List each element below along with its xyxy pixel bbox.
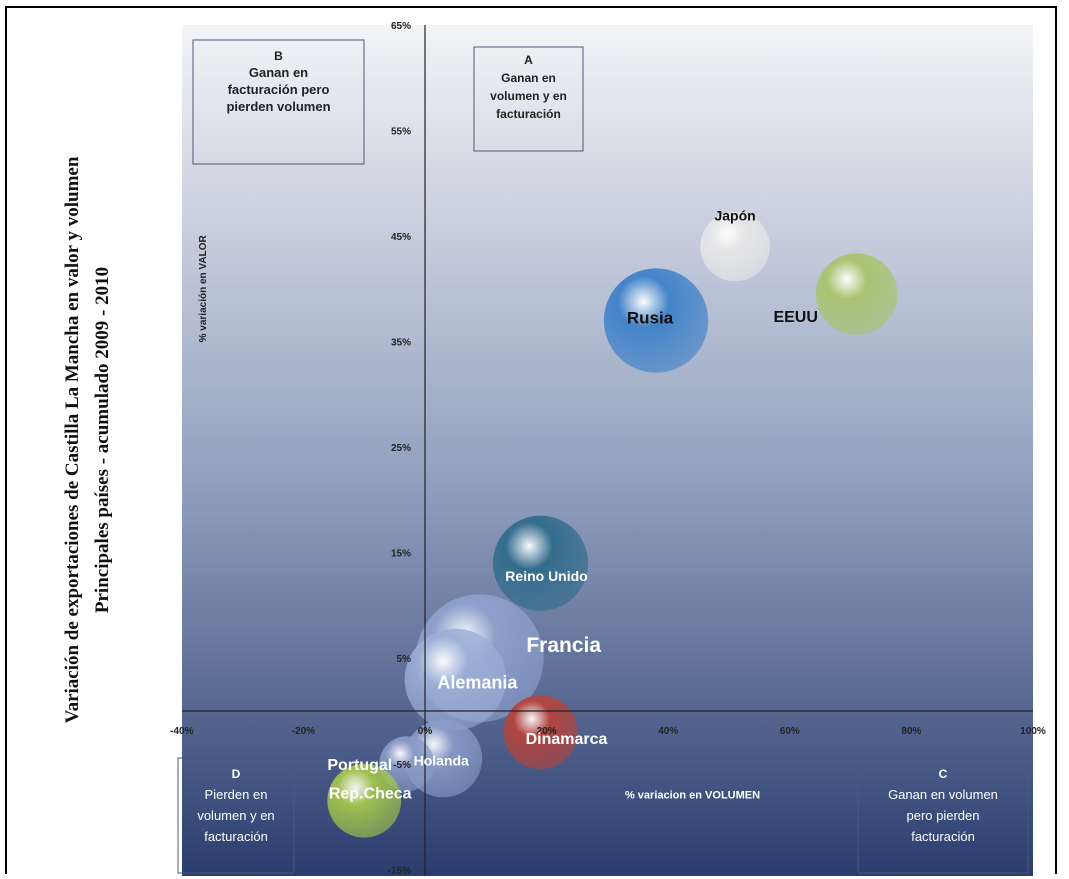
quadrant-box-text: Ganan en (501, 71, 556, 85)
y-tick-label: 65% (391, 21, 411, 32)
bubble-label: Rusia (627, 309, 674, 328)
quadrant-box-text: pero pierden (907, 808, 980, 823)
x-tick-label: -40% (170, 726, 193, 737)
quadrant-box-text: Ganan en volumen (888, 787, 998, 802)
y-tick-label: -5% (393, 760, 411, 771)
bubble-portugal (379, 736, 435, 792)
y-tick-label: 35% (391, 338, 411, 349)
y-tick-label: 25% (391, 443, 411, 454)
bubble-label: Rep.Checa (329, 786, 412, 803)
quadrant-box-text: pierden volumen (226, 99, 330, 114)
bubble-label: Alemania (437, 672, 518, 692)
bubble-japn (700, 211, 770, 282)
side-title-svg: Variación de exportaciones de Castilla L… (62, 156, 113, 723)
y-tick-label: 55% (391, 127, 411, 138)
bubble-repcheca (327, 763, 402, 838)
side-title-line2: Principales países - acumulado 2009 - 20… (92, 267, 113, 613)
x-tick-label: 20% (537, 726, 557, 737)
x-tick-label: -20% (292, 726, 315, 737)
quadrant-box-text: volumen y en (490, 89, 567, 103)
quadrant-box-text: volumen y en (197, 808, 274, 823)
y-axis-title: % variación en VALOR (198, 235, 209, 343)
quadrant-box-text: facturación pero (228, 82, 330, 97)
quadrant-box-d (177, 757, 295, 874)
bubble-eeuu (815, 253, 898, 335)
side-title: Variación de exportaciones de Castilla L… (30, 60, 150, 820)
bubble-label: Japón (714, 208, 755, 224)
bubble-label: EEUU (773, 309, 817, 326)
y-tick-label: -15% (388, 865, 411, 876)
bubble-dinamarca (503, 695, 578, 770)
bubble-label: Portugal (327, 757, 392, 774)
y-tick-label: 5% (397, 654, 412, 665)
x-tick-label: 60% (780, 726, 800, 737)
x-tick-label: 0% (418, 726, 433, 737)
bubble-reinounido (492, 515, 589, 611)
x-tick-label: 40% (658, 726, 678, 737)
bubble-label: Holanda (414, 752, 469, 768)
bubble-label: Dinamarca (526, 731, 608, 748)
bubble-label: Reino Unido (505, 568, 587, 584)
quadrant-box-text: B (274, 49, 283, 63)
quadrant-box-text: facturación (496, 107, 561, 121)
quadrant-box-text: A (524, 53, 533, 67)
bubble-rusia (603, 268, 709, 373)
y-tick-label: 15% (391, 549, 411, 560)
x-axis-title: % variacion en VOLUMEN (625, 790, 760, 802)
y-tick-label: 45% (391, 232, 411, 243)
x-tick-label: 80% (901, 726, 921, 737)
quadrant-box-c (857, 757, 1029, 874)
bubble-label: Francia (526, 634, 601, 657)
quadrant-box-text: facturación (911, 829, 975, 844)
bubble-alemania (404, 628, 507, 731)
quadrant-box-text: Ganan en (249, 65, 308, 80)
side-title-line1: Variación de exportaciones de Castilla L… (62, 156, 83, 723)
quadrant-box-b (192, 39, 365, 165)
quadrant-box-text: facturación (204, 829, 268, 844)
quadrant-box-text: Pierden en (205, 787, 268, 802)
plot-area (182, 25, 1033, 876)
quadrant-box-a (473, 46, 584, 152)
quadrant-box-text: C (939, 767, 948, 781)
quadrant-box-text: D (232, 767, 241, 781)
x-tick-label: 100% (1020, 726, 1046, 737)
